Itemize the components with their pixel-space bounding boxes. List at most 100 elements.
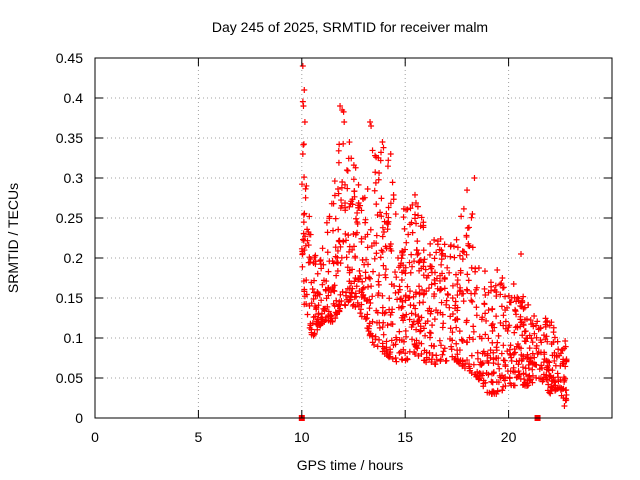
data-point (525, 301, 532, 308)
data-point (540, 371, 547, 378)
data-point (359, 286, 366, 293)
data-point (339, 178, 346, 185)
data-point (457, 284, 464, 291)
data-point (511, 294, 518, 301)
data-point (460, 205, 467, 212)
data-point (387, 151, 394, 157)
data-point (504, 368, 511, 375)
data-point (446, 269, 453, 276)
data-point (362, 269, 369, 276)
data-point (499, 387, 506, 394)
data-point (490, 360, 497, 367)
data-point (511, 382, 518, 389)
data-point (541, 349, 548, 356)
data-point (483, 317, 490, 324)
data-point (375, 281, 382, 288)
data-point (300, 236, 307, 243)
data-point (377, 157, 384, 164)
data-point (382, 274, 389, 281)
data-point (338, 202, 345, 209)
data-point (504, 304, 511, 311)
data-point (383, 338, 390, 345)
data-point (393, 336, 400, 343)
data-point (383, 350, 390, 357)
data-point (495, 355, 502, 362)
data-point (320, 305, 327, 312)
data-point (507, 352, 514, 359)
data-point (363, 298, 370, 305)
data-point (343, 237, 350, 244)
data-point (331, 192, 338, 199)
data-point (373, 240, 380, 247)
data-point (472, 371, 479, 378)
data-point (332, 309, 339, 316)
data-point (412, 199, 419, 206)
data-point (468, 214, 475, 221)
data-point (323, 219, 330, 226)
data-point (312, 313, 319, 320)
x-tick-label: 10 (294, 429, 310, 445)
data-point (415, 320, 422, 327)
data-point (387, 311, 394, 318)
data-point (376, 169, 383, 176)
data-point (555, 374, 562, 381)
data-point (389, 179, 396, 186)
data-point (471, 175, 478, 181)
data-point (541, 356, 548, 363)
data-point (446, 304, 453, 311)
data-point (445, 291, 452, 298)
data-point (338, 184, 345, 191)
data-point (305, 242, 312, 249)
data-point (507, 380, 514, 387)
data-point (344, 285, 351, 292)
data-point (519, 332, 526, 339)
data-point (412, 305, 419, 312)
data-point (485, 371, 492, 378)
data-point (546, 359, 553, 366)
data-point (357, 310, 364, 317)
data-point (531, 361, 538, 368)
data-point (500, 375, 507, 382)
data-point (313, 321, 320, 328)
data-point (488, 378, 495, 385)
data-point (520, 293, 527, 300)
data-point (335, 237, 342, 244)
data-point (378, 195, 385, 202)
data-point (334, 259, 341, 266)
data-point (379, 304, 386, 311)
data-point (301, 247, 308, 254)
data-point (517, 316, 524, 323)
data-point (315, 311, 322, 318)
data-point (399, 303, 406, 310)
data-point (414, 238, 421, 245)
x-tick-label: 15 (397, 429, 413, 445)
data-point (333, 297, 340, 304)
data-point (444, 264, 451, 271)
data-point (517, 302, 524, 309)
data-point (400, 262, 407, 269)
data-point (434, 241, 441, 248)
data-point (460, 290, 467, 297)
data-point (332, 244, 339, 251)
data-point (456, 347, 463, 354)
data-point (544, 317, 551, 324)
data-point (437, 309, 444, 316)
data-point (332, 253, 339, 260)
data-point (374, 292, 381, 299)
data-point (433, 307, 440, 314)
data-point (307, 256, 314, 263)
data-point (510, 280, 517, 287)
data-point (364, 185, 371, 192)
data-point (515, 372, 522, 379)
data-point (385, 354, 392, 361)
data-point (519, 364, 526, 371)
data-point (493, 347, 500, 354)
data-point (338, 298, 345, 305)
data-point (384, 163, 391, 170)
data-point (390, 191, 397, 198)
data-point (484, 389, 491, 396)
data-point (502, 382, 509, 389)
data-point (422, 266, 429, 273)
data-point (359, 278, 366, 285)
data-point (430, 343, 437, 350)
